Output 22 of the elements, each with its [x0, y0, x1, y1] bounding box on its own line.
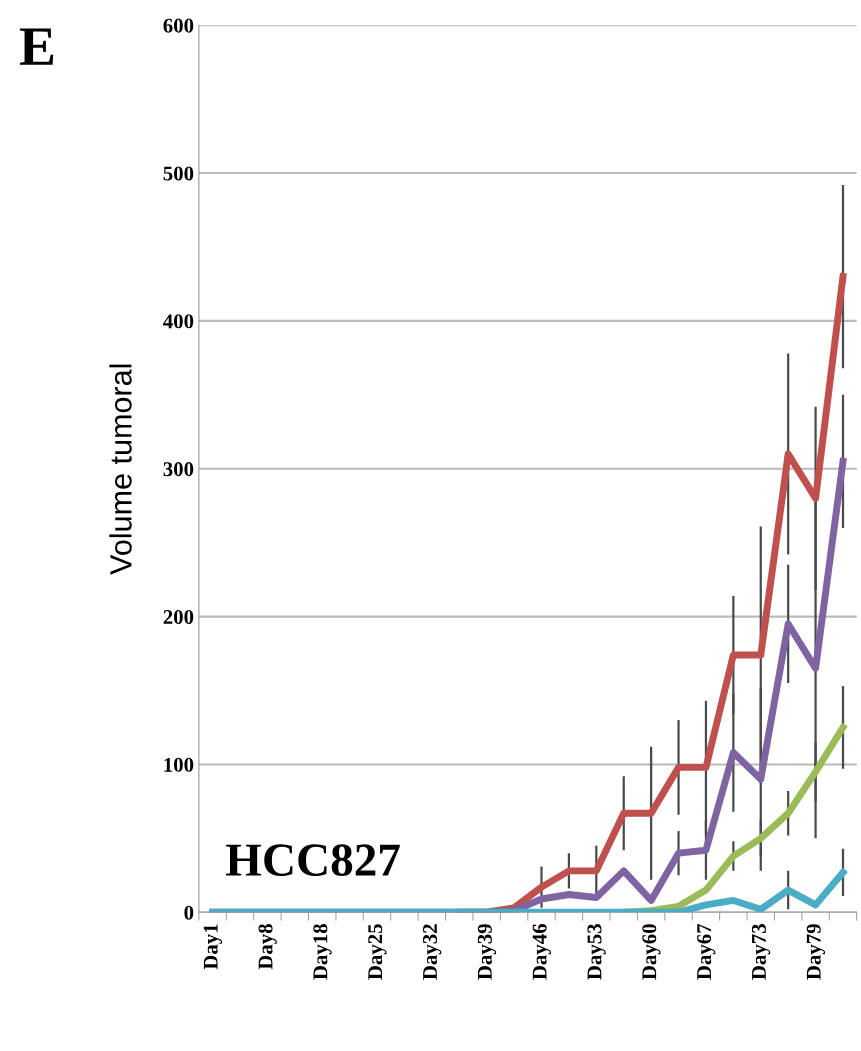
- x-tick-label: Day1: [203, 924, 223, 970]
- x-tick-label: Day46: [532, 923, 551, 980]
- y-axis-title: Volume tumoral: [109, 364, 132, 575]
- x-tick-label: Day53: [587, 924, 606, 980]
- chart-title: E: [19, 28, 54, 65]
- x-tick-label: Day8: [258, 924, 277, 970]
- x-tick-label: Day18: [313, 924, 332, 980]
- y-tick-label: 400: [163, 314, 194, 329]
- x-tick-label: Day79: [806, 924, 826, 980]
- x-tick-label: Day67: [697, 923, 716, 980]
- x-tick-label: Day60: [642, 924, 661, 980]
- x-tick-label: Day25: [368, 924, 387, 980]
- y-tick-label: 200: [163, 609, 194, 625]
- y-tick-label: 600: [163, 18, 194, 33]
- x-tick-label: Day32: [423, 924, 442, 980]
- x-tick-label: Day39: [477, 924, 497, 980]
- y-tick-label: 300: [163, 462, 194, 477]
- y-tick-label: 0: [184, 905, 194, 920]
- y-tick-label: 500: [163, 166, 194, 181]
- annotation: HCC827: [226, 844, 400, 877]
- x-tick-label: Day73: [751, 924, 771, 980]
- y-tick-label: 100: [164, 757, 194, 772]
